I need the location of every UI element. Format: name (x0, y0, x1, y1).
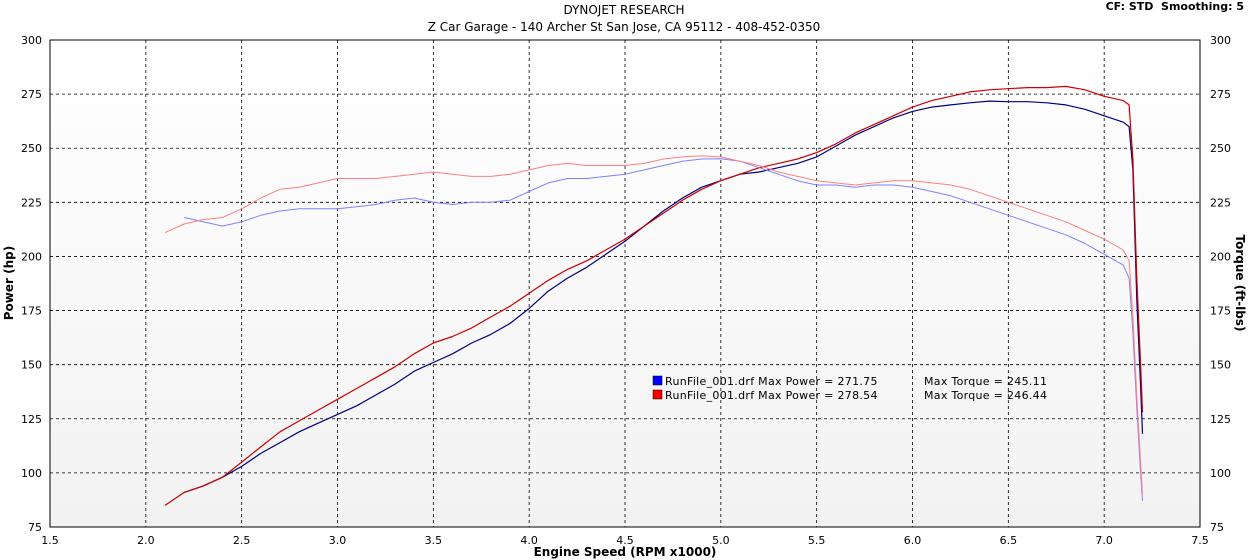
y-tick-label-right: 300 (1210, 34, 1231, 47)
axis-ticks: 1.5 2.0 2.5 3.0 3.5 4.0 4.5 5.0 5.5 6.0 6.5 7.0 7.57… (21, 34, 1231, 547)
cf-smoothing-label: CF: STD Smoothing: 5 (1105, 0, 1244, 13)
legend-torque-2: Max Torque = 246.44 (924, 389, 1047, 402)
series-torque-line-4 (164, 155, 1143, 495)
y-tick-label-left: 125 (21, 413, 42, 426)
x-tick-label: 4.5 (616, 534, 634, 547)
y-tick-label-right: 250 (1210, 142, 1231, 155)
legend-entry-2: RunFile_001.drf Max Power = 278.54 (665, 389, 878, 402)
legend: RunFile_001.drf Max Power = 271.75 Max T… (652, 375, 1047, 402)
chart-subtitle: Z Car Garage - 140 Archer St San Jose, C… (427, 20, 821, 34)
series-power-line-2 (164, 85, 1144, 506)
y-tick-label-right: 125 (1210, 413, 1231, 426)
y-tick-label-left: 150 (21, 359, 42, 372)
chart-title: DYNOJET RESEARCH (563, 3, 685, 17)
x-tick-label: 5.5 (808, 534, 826, 547)
x-tick-label: 3.0 (329, 534, 347, 547)
legend-entry-1: RunFile_001.drf Max Power = 271.75 (665, 375, 878, 388)
x-tick-label: 6.5 (1000, 534, 1018, 547)
x-tick-label: 6.0 (904, 534, 922, 547)
y-tick-label-right: 100 (1210, 467, 1231, 480)
x-tick-label: 2.0 (137, 534, 155, 547)
y-tick-label-right: 175 (1210, 305, 1231, 318)
x-tick-label: 1.5 (41, 534, 59, 547)
y-tick-label-right: 150 (1210, 359, 1231, 372)
y-tick-label-left: 175 (21, 305, 42, 318)
legend-torque-1: Max Torque = 245.11 (924, 375, 1047, 388)
y-tick-label-left: 75 (28, 521, 42, 534)
y-tick-label-right: 200 (1210, 250, 1231, 263)
x-tick-label: 7.0 (1095, 534, 1113, 547)
y-tick-label-left: 225 (21, 196, 42, 209)
x-tick-label: 3.5 (425, 534, 443, 547)
series-lines (164, 85, 1144, 506)
series-torque-line-3 (184, 158, 1143, 502)
legend-swatch-blue (652, 375, 663, 386)
x-tick-label: 7.5 (1191, 534, 1209, 547)
y-tick-label-left: 275 (21, 88, 42, 101)
x-axis-label: Engine Speed (RPM x1000) (534, 545, 717, 559)
x-tick-label: 5.0 (712, 534, 730, 547)
y-tick-label-left: 250 (21, 142, 42, 155)
plot-area (49, 39, 1201, 528)
x-tick-label: 4.0 (520, 534, 538, 547)
legend-swatch-red (652, 389, 663, 400)
y-axis-right-label: Torque (ft-lbs) (1233, 235, 1247, 332)
y-axis-left-label: Power (hp) (2, 246, 16, 320)
y-tick-label-left: 300 (21, 34, 42, 47)
x-tick-label: 2.5 (233, 534, 251, 547)
y-tick-label-right: 225 (1210, 196, 1231, 209)
y-tick-label-right: 275 (1210, 88, 1231, 101)
y-tick-label-left: 200 (21, 250, 42, 263)
y-tick-label-right: 75 (1210, 521, 1224, 534)
series-power-line-1 (184, 100, 1144, 493)
y-tick-label-left: 100 (21, 467, 42, 480)
